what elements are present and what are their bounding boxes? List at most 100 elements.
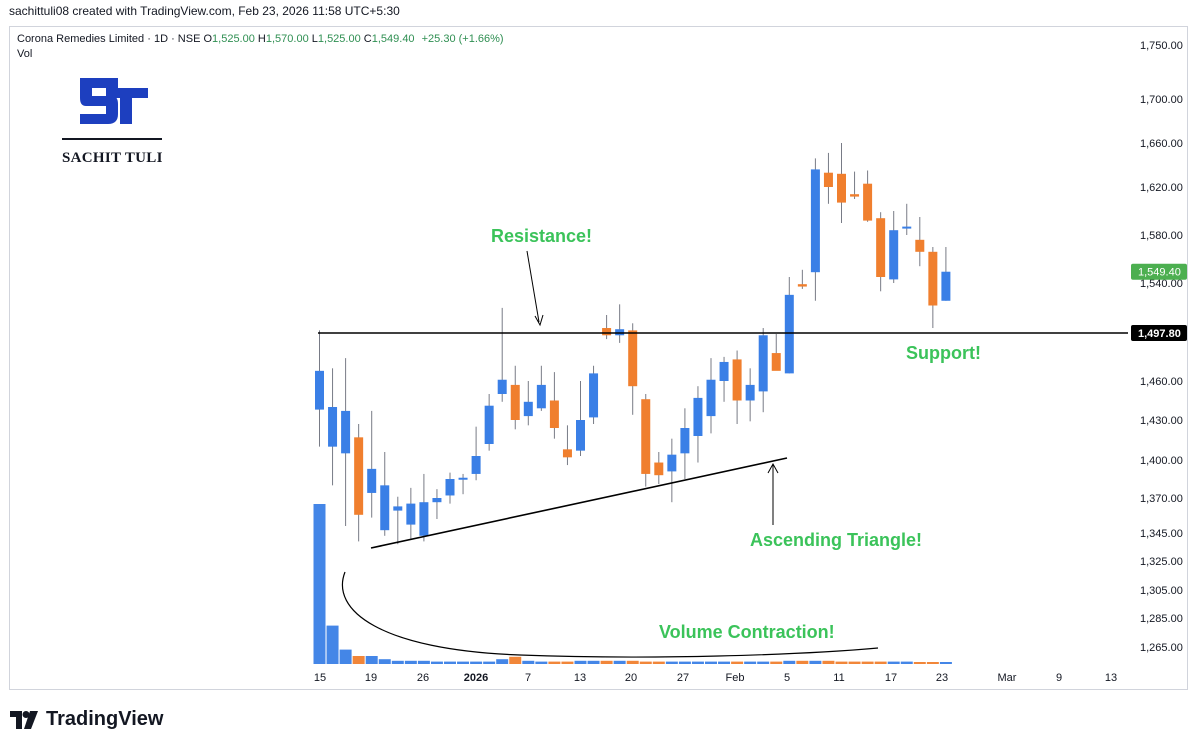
- annotations: Resistance! Support! Ascending Triangle! Vo…: [491, 226, 981, 642]
- candle-body: [523, 401, 533, 417]
- candle-body: [902, 226, 912, 229]
- volume-bar: [757, 661, 770, 664]
- candle-body: [471, 456, 481, 474]
- volume-bar: [430, 661, 443, 664]
- price-tick-label: 1,345.00: [1140, 528, 1183, 540]
- volume-bar: [744, 661, 757, 664]
- annotation-ascending: Ascending Triangle!: [750, 530, 922, 550]
- volume-bar: [770, 661, 783, 664]
- candle-body: [341, 410, 351, 454]
- candle-body: [771, 353, 781, 371]
- time-tick-label: 20: [625, 672, 637, 684]
- change-value: +25.30 (+1.66%): [421, 33, 504, 45]
- time-tick-label: 27: [677, 672, 689, 684]
- time-tick-label: 26: [417, 672, 429, 684]
- price-tick-label: 1,400.00: [1140, 455, 1183, 467]
- candle-body: [406, 503, 416, 525]
- ascending-trendline: [370, 457, 788, 549]
- candle-body: [797, 284, 807, 287]
- volume-bar: [600, 660, 613, 664]
- high-label: H: [257, 33, 266, 45]
- price-tick-label: 1,540.00: [1140, 278, 1183, 290]
- candle-body: [484, 405, 494, 444]
- low-label: L: [311, 33, 318, 45]
- candle-body: [419, 502, 429, 536]
- volume-bar: [626, 660, 639, 664]
- logo-name: SACHIT TULI: [62, 150, 163, 166]
- candle-body: [667, 454, 677, 472]
- candle-body: [941, 271, 951, 301]
- price-tick-label: 1,620.00: [1140, 182, 1183, 194]
- candle-body: [510, 384, 520, 420]
- volume-bar: [861, 661, 874, 664]
- candle-body: [810, 169, 820, 273]
- high-value: 1,570.00: [265, 33, 309, 45]
- volume-bar: [587, 660, 600, 664]
- open-label: O: [203, 33, 213, 45]
- candle-body: [693, 397, 703, 436]
- time-axis[interactable]: 15 19 26 2026 7 13 20 27 Feb 5 11 17 23 Mar 9 13: [314, 672, 1117, 684]
- volume-bar: [887, 661, 900, 664]
- price-tick-label: 1,265.00: [1140, 642, 1183, 654]
- time-tick-label: 9: [1056, 672, 1062, 684]
- price-tick-label: 1,285.00: [1140, 613, 1183, 625]
- candle-body: [354, 437, 364, 515]
- candle-body: [445, 479, 455, 496]
- candle-body: [719, 361, 729, 381]
- volume-bar: [809, 660, 822, 664]
- annotation-resistance: Resistance!: [491, 226, 592, 246]
- candle-body: [876, 218, 886, 277]
- candle-body: [315, 370, 324, 410]
- candle-body: [432, 498, 442, 503]
- price-axis[interactable]: 1,750.00 1,700.00 1,660.00 1,620.00 1,580.00…: [1131, 40, 1187, 654]
- volume-bar: [404, 660, 417, 664]
- annotation-support: Support!: [906, 343, 981, 363]
- volume-bar: [574, 660, 587, 664]
- volume-bar: [522, 660, 535, 664]
- candle-body: [458, 477, 468, 480]
- price-tick-label: 1,580.00: [1140, 230, 1183, 242]
- candle-body: [837, 173, 846, 203]
- volume-bar: [365, 656, 378, 664]
- candle-body: [863, 183, 873, 221]
- time-tick-label: 11: [833, 672, 844, 684]
- last-price-badge: [1131, 263, 1187, 280]
- candle-body: [602, 328, 612, 336]
- level-price-label: 1,497.80: [1138, 328, 1181, 340]
- volume-bar: [731, 661, 744, 664]
- time-tick-label: 7: [525, 672, 531, 684]
- candle-body: [758, 335, 768, 392]
- volume-bar: [678, 661, 691, 664]
- last-price-label: 1,549.40: [1138, 267, 1181, 279]
- time-tick-label: 23: [936, 672, 948, 684]
- volume-bar: [326, 625, 339, 664]
- price-tick-label: 1,660.00: [1140, 138, 1183, 150]
- volume-bar: [313, 504, 326, 664]
- candle-body: [536, 384, 546, 409]
- low-value: 1,525.00: [317, 33, 361, 45]
- time-tick-label: 2026: [464, 672, 488, 684]
- volume-bar: [822, 660, 835, 664]
- volume-bar: [900, 661, 913, 664]
- candle-body: [380, 485, 390, 531]
- volume-contraction-curve: [341, 571, 879, 658]
- price-tick-label: 1,305.00: [1140, 585, 1183, 597]
- candle-body: [589, 373, 599, 418]
- volume-bar: [378, 659, 391, 664]
- time-tick-label: 17: [885, 672, 897, 684]
- candle-body: [576, 420, 585, 451]
- volume-bar: [874, 661, 887, 664]
- symbol-label[interactable]: Corona Remedies Limited · 1D · NSE: [17, 33, 201, 45]
- volume-label[interactable]: Vol: [17, 48, 33, 60]
- close-value: 1,549.40: [371, 33, 415, 45]
- volume-bar: [639, 661, 652, 664]
- tradingview-logo[interactable]: TradingView: [10, 708, 163, 731]
- volume-bar: [561, 661, 574, 664]
- candle-body: [367, 468, 377, 493]
- tradingview-wordmark: TradingView: [46, 708, 164, 730]
- candle-body: [850, 194, 860, 197]
- candle-body: [328, 407, 338, 447]
- volume-bar: [339, 649, 352, 664]
- volume-bar: [665, 661, 678, 664]
